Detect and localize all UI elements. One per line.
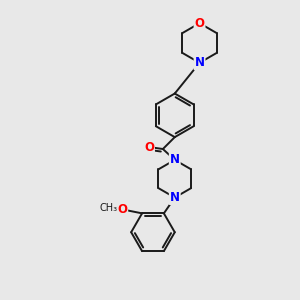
Text: O: O [194, 17, 205, 30]
Text: N: N [170, 153, 180, 167]
Text: N: N [170, 191, 180, 204]
Text: CH₃: CH₃ [99, 203, 118, 213]
Text: O: O [144, 140, 154, 154]
Text: N: N [194, 56, 205, 69]
Text: O: O [117, 203, 127, 216]
